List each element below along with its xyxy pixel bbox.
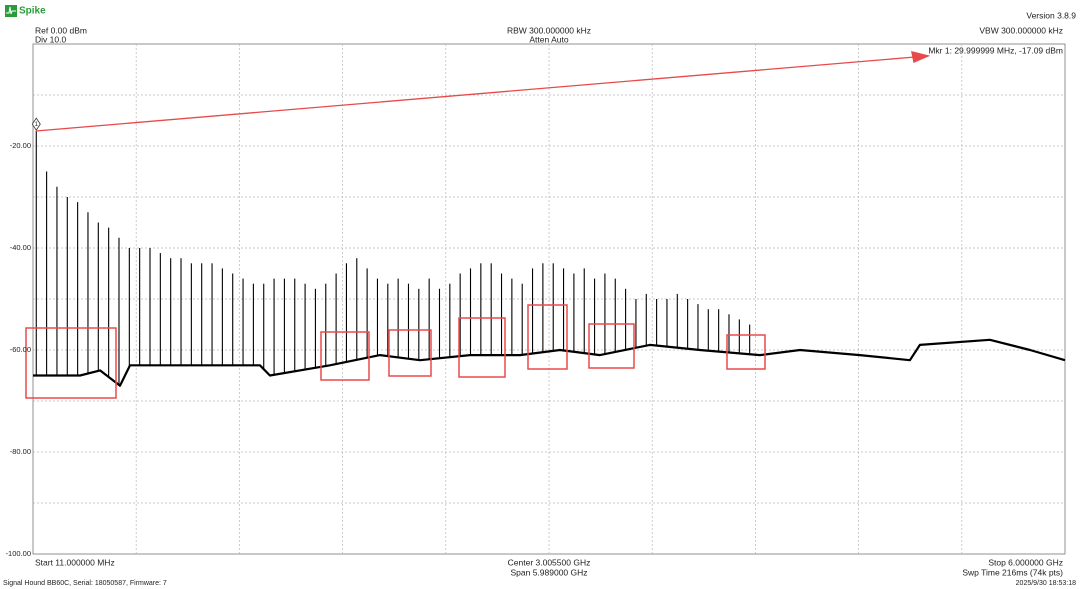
y-tick-label: -80.00 [10, 447, 31, 456]
marker-readout: Mkr 1: 29.999999 MHz, -17.09 dBm [928, 45, 1063, 55]
highlight-box [25, 327, 117, 399]
stop-freq: Stop 6.000000 GHz [988, 557, 1063, 567]
highlight-box [458, 317, 506, 378]
annotations [25, 50, 931, 399]
timestamp: 2025/9/30 18:53:18 [1016, 580, 1076, 587]
logo-text: Spike [19, 6, 46, 17]
highlight-box [527, 304, 568, 370]
version: Version 3.8.9 [1026, 10, 1076, 20]
highlight-box [726, 334, 766, 370]
atten: Atten Auto [529, 34, 568, 44]
center-freq: Center 3.005500 GHz [508, 557, 591, 567]
sweep-time: Swp Time 216ms (74k pts) [962, 567, 1063, 577]
y-tick-label: -100.00 [6, 549, 31, 558]
div: Div 10.0 [35, 34, 66, 44]
start-freq: Start 11.000000 MHz [35, 557, 115, 567]
arrow-head [911, 50, 931, 64]
annotation-arrow [35, 56, 916, 132]
highlight-box [588, 323, 635, 369]
vbw: VBW 300.000000 kHz [979, 25, 1063, 35]
plot: 1 [31, 44, 1066, 554]
highlight-box [388, 329, 432, 377]
marker-label: 1 [35, 122, 39, 128]
ref-level: Ref 0.00 dBm [35, 25, 87, 35]
y-tick-label: -20.00 [10, 141, 31, 150]
y-tick-label: -60.00 [10, 345, 31, 354]
rbw: RBW 300.000000 kHz [507, 25, 591, 35]
marker [31, 117, 41, 131]
device-info: Signal Hound BB60C, Serial: 18050587, Fi… [3, 580, 167, 587]
highlight-box [320, 331, 370, 381]
logo-glyph [6, 6, 16, 15]
span: Span 5.989000 GHz [510, 567, 587, 577]
y-tick-label: -40.00 [10, 243, 31, 252]
trace [33, 338, 1066, 387]
